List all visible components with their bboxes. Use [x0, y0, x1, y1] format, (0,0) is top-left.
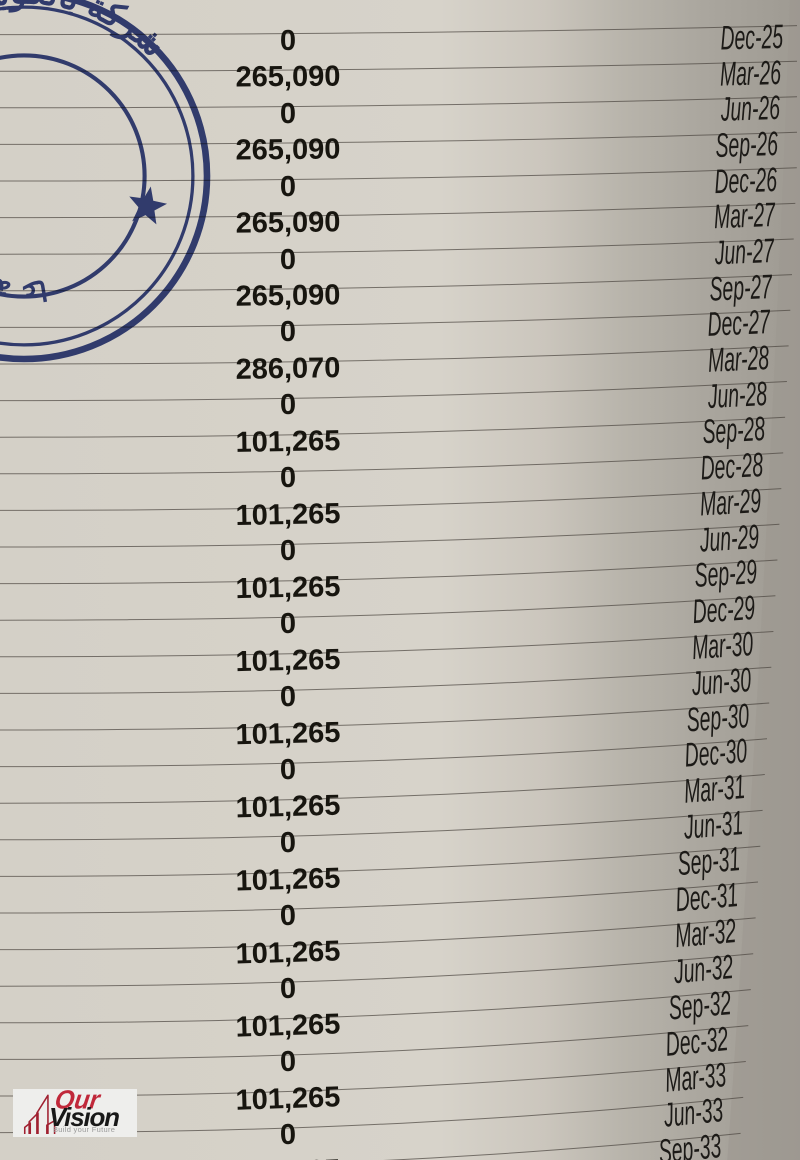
svg-text:شركة مساهمة عامة: شركة مساهمة عامة	[0, 151, 50, 307]
